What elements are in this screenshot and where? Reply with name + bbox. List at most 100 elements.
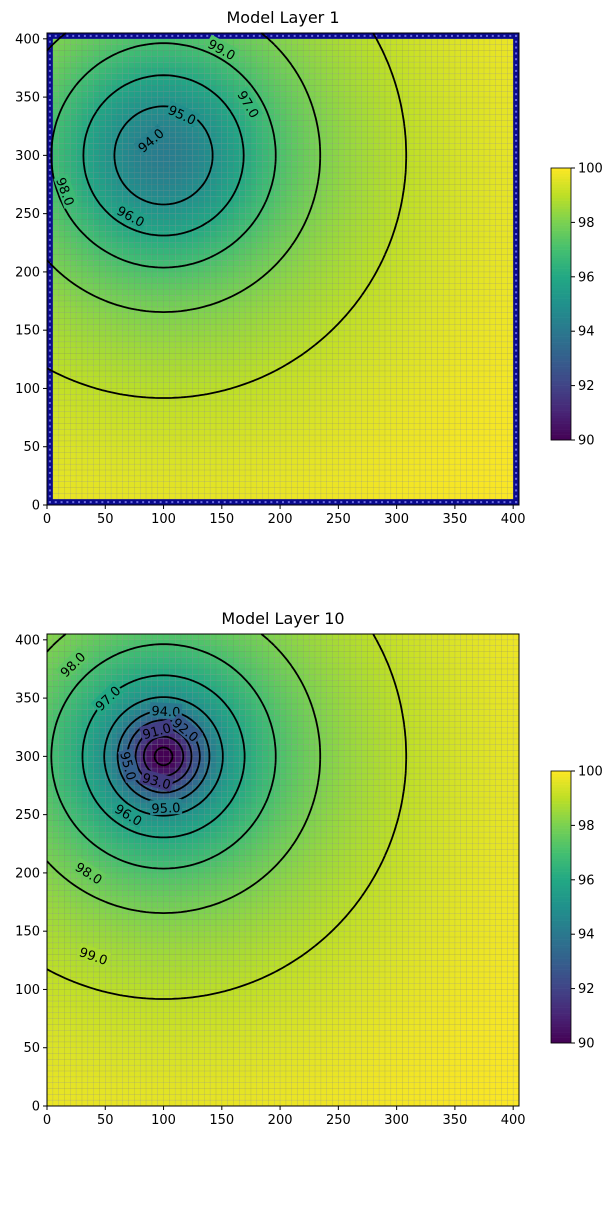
- heatmap-cell: [181, 219, 187, 226]
- heatmap-cell: [320, 464, 327, 471]
- heatmap-cell: [250, 120, 257, 127]
- heatmap-cell: [58, 336, 65, 342]
- heatmap-cell: [361, 254, 368, 261]
- heatmap-cell: [379, 446, 386, 453]
- heatmap-cell: [361, 184, 368, 191]
- heatmap-cell: [210, 178, 217, 185]
- heatmap-cell: [402, 260, 409, 267]
- heatmap-cell: [175, 172, 182, 179]
- heatmap-cell: [239, 213, 246, 220]
- heatmap-cell: [181, 341, 187, 348]
- heatmap-cell: [192, 301, 199, 307]
- heatmap-cell: [227, 470, 234, 476]
- heatmap-cell: [355, 213, 362, 220]
- heatmap-cell: [99, 143, 106, 150]
- heatmap-cell: [175, 283, 182, 290]
- heatmap-cell: [186, 143, 193, 150]
- heatmap-cell: [204, 108, 211, 115]
- heatmap-cell: [326, 388, 333, 395]
- heatmap-cell: [221, 271, 228, 278]
- heatmap-cell: [151, 167, 158, 173]
- heatmap-cell: [175, 336, 182, 342]
- heatmap-cell: [52, 271, 59, 278]
- heatmap-cell: [373, 347, 380, 354]
- heatmap-cell: [350, 411, 356, 418]
- heatmap-cell: [326, 271, 333, 278]
- heatmap-cell: [326, 44, 333, 51]
- heatmap-cell: [280, 417, 286, 424]
- heatmap-cell: [64, 306, 71, 313]
- heatmap-cell: [64, 347, 71, 354]
- heatmap-cell: [379, 493, 386, 500]
- heatmap-cell: [70, 306, 77, 313]
- heatmap-cell: [303, 102, 310, 109]
- heatmap-cell: [163, 91, 170, 98]
- heatmap-cell: [163, 312, 170, 319]
- heatmap-cell: [239, 190, 246, 197]
- heatmap-cell: [105, 161, 112, 168]
- heatmap-cell: [122, 336, 129, 342]
- heatmap-cell: [245, 219, 251, 226]
- heatmap-cell: [384, 336, 391, 342]
- heatmap-cell: [70, 481, 77, 488]
- heatmap-cell: [192, 295, 199, 302]
- heatmap-cell: [186, 452, 193, 459]
- heatmap-cell: [350, 184, 356, 191]
- heatmap-cell: [326, 248, 333, 255]
- heatmap-cell: [297, 91, 304, 98]
- heatmap-cell: [233, 475, 240, 482]
- heatmap-cell: [70, 126, 77, 133]
- heatmap-cell: [105, 149, 112, 156]
- heatmap-cell: [268, 161, 275, 168]
- heatmap-cell: [303, 324, 310, 331]
- heatmap-cell: [146, 341, 152, 348]
- heatmap-cell: [87, 487, 94, 494]
- heatmap-cell: [58, 400, 65, 406]
- heatmap-cell: [384, 120, 391, 127]
- heatmap-cell: [105, 283, 112, 290]
- heatmap-cell: [99, 388, 106, 395]
- heatmap-cell: [128, 400, 135, 406]
- heatmap-cell: [157, 429, 164, 436]
- heatmap-cell: [379, 85, 386, 92]
- heatmap-cell: [384, 388, 391, 395]
- heatmap-cell: [326, 108, 333, 115]
- heatmap-cell: [274, 114, 281, 121]
- heatmap-cell: [396, 178, 403, 185]
- heatmap-cell: [373, 481, 380, 488]
- heatmap-cell: [76, 91, 83, 98]
- heatmap-cell: [204, 435, 211, 441]
- heatmap-cell: [274, 359, 281, 366]
- heatmap-cell: [134, 359, 141, 366]
- heatmap-cell: [221, 120, 228, 127]
- heatmap-cell: [239, 301, 246, 307]
- heatmap-cell: [227, 376, 234, 383]
- heatmap-cell: [175, 289, 182, 296]
- heatmap-cell: [274, 231, 281, 237]
- heatmap-cell: [186, 318, 193, 325]
- heatmap-cell: [250, 417, 257, 424]
- heatmap-cell: [396, 464, 403, 471]
- heatmap-cell: [175, 143, 182, 150]
- heatmap-cell: [384, 423, 391, 430]
- heatmap-cell: [210, 201, 217, 208]
- heatmap-cell: [64, 97, 71, 103]
- heatmap-cell: [134, 376, 141, 383]
- heatmap-cell: [198, 155, 205, 162]
- heatmap-cell: [338, 429, 345, 436]
- heatmap-cell: [116, 336, 123, 342]
- heatmap-cell: [384, 289, 391, 296]
- heatmap-cell: [285, 301, 292, 307]
- heatmap-cell: [204, 464, 211, 471]
- heatmap-cell: [379, 423, 386, 430]
- heatmap-cell: [245, 143, 251, 150]
- heatmap-cell: [64, 50, 71, 57]
- heatmap-cell: [256, 470, 263, 476]
- heatmap-cell: [128, 289, 135, 296]
- heatmap-cell: [64, 79, 71, 86]
- heatmap-cell: [291, 446, 298, 453]
- heatmap-cell: [291, 481, 298, 488]
- heatmap-cell: [268, 382, 275, 389]
- heatmap-cell: [361, 167, 368, 173]
- heatmap-cell: [280, 137, 286, 144]
